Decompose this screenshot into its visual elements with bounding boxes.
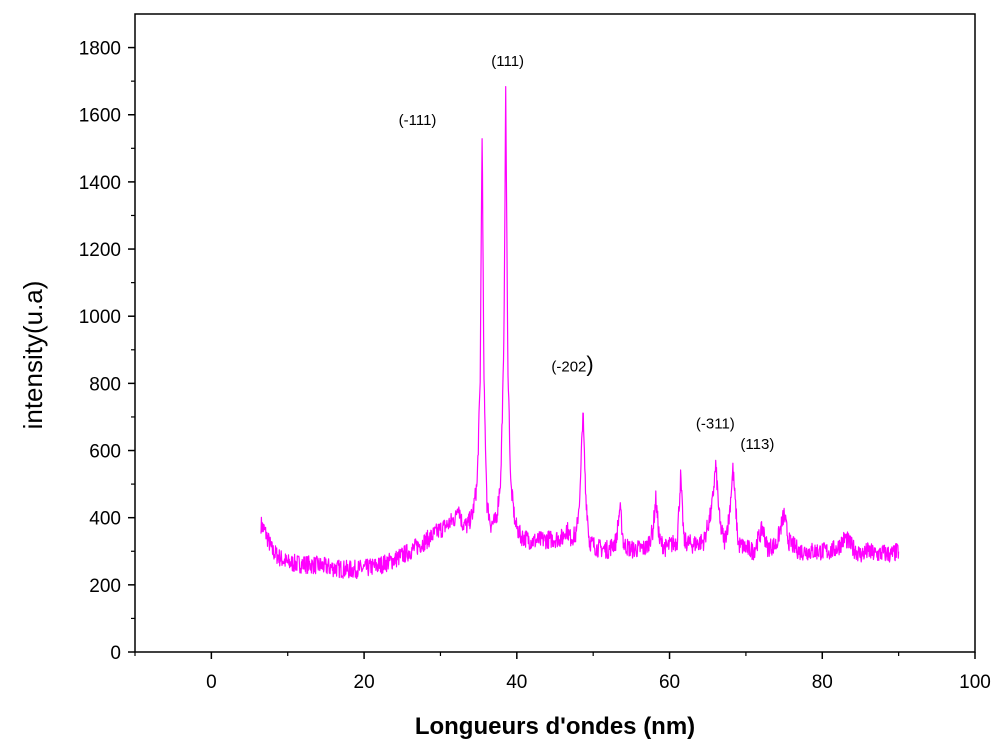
y-tick-label: 0	[110, 643, 121, 664]
y-tick-label: 600	[89, 442, 121, 463]
y-tick-label: 1200	[79, 240, 121, 261]
y-tick-label: 1600	[79, 106, 121, 127]
x-axis-title: Longueurs d'ondes (nm)	[415, 713, 695, 740]
y-tick-label: 1400	[79, 173, 121, 194]
y-tick-label: 1800	[79, 39, 121, 60]
data-layer	[260, 85, 900, 580]
y-tick-label: 800	[89, 374, 121, 395]
y-tick-label: 400	[89, 509, 121, 530]
y-tick-label: 1000	[79, 307, 121, 328]
x-tick-label: 40	[506, 672, 527, 693]
ticks-layer	[128, 46, 976, 659]
x-tick-label: 0	[206, 672, 217, 693]
labels-layer: 0 20 40 60 80 1000200400600800100012001400160…	[79, 39, 991, 693]
x-tick-label: 60	[659, 672, 680, 693]
peak-annotation: (-111)	[399, 112, 437, 129]
y-tick-label: 200	[89, 576, 121, 597]
peak-annotation: (-202)	[551, 352, 593, 377]
peak-annotation: (113)	[740, 436, 774, 453]
x-tick-label: 20	[354, 672, 375, 693]
intensity-series-line	[260, 85, 900, 580]
plot-frame	[134, 13, 976, 653]
y-axis-title: intensity(u.a)	[18, 281, 48, 430]
peak-annotation: (111)	[491, 53, 524, 70]
peak-annotation: (-311)	[696, 416, 735, 433]
x-tick-label: 100	[959, 672, 991, 693]
annotation-layer: (-111) (111) (-202) (-311) (113)	[399, 53, 775, 453]
x-tick-label: 80	[812, 672, 833, 693]
